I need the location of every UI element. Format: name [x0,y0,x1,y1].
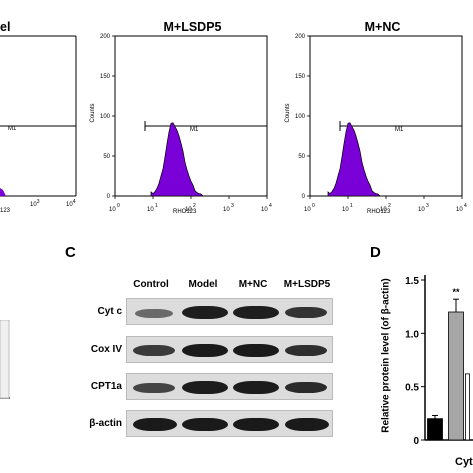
x-tick-exponent: 1 [155,203,158,209]
blot-strip-bactin [126,410,333,437]
y-tick-label: 150 [100,74,111,80]
chart-ylabel: Relative protein level (of β-actin) [380,278,392,433]
histogram-title-1: el [0,20,11,34]
blot-strip-coxiv [126,336,333,363]
x-tick-label: 10 [109,207,116,213]
x-tick-label: 10 [304,207,311,213]
y-tick-label: 200 [295,34,306,40]
x-tick-exponent: 3 [231,203,234,209]
panel-letter-d: D [370,244,381,261]
x-tick-exponent: 2 [193,203,196,209]
blot-row-label-bactin: β-actin [89,418,122,429]
y-tick-label: 0 [302,194,306,200]
y-tick-label: 100 [100,114,111,120]
bar [465,373,470,441]
histogram-xlabel-2: RHO123 [173,209,197,215]
histogram-peak [327,122,381,197]
chart-xlabel-partial: Cyt [455,456,473,468]
blot-column-m-lsdp5: M+LSDP5 [283,279,331,290]
y-tick-label: 50 [103,154,110,160]
x-tick-exponent: 4 [464,203,467,209]
histogram-xtick-1-3: 103 [30,199,40,208]
histogram-title-2: M+LSDP5 [163,20,222,34]
x-tick-label: 10 [380,207,387,213]
blot-column-m-nc: M+NC [238,279,268,290]
histogram-peak [150,122,204,197]
x-tick-label: 10 [147,207,154,213]
x-tick-exponent: 3 [426,203,429,209]
y-tick-label: 150 [295,74,306,80]
x-tick-exponent: 0 [312,203,315,209]
histogram-xtick-1-4: 104 [66,199,76,208]
blot-strip-cytc [126,298,333,325]
histogram-xlabel-1: 123 [0,208,11,214]
histogram-gate-label-3: M1 [395,127,404,133]
x-tick-exponent: 2 [388,203,391,209]
x-tick-label: 10 [261,207,268,213]
histogram-gate-label-1: M1 [8,126,17,132]
histogram-frame [114,35,268,197]
y-tick-label: 200 [100,34,111,40]
x-tick-exponent: 4 [269,203,272,209]
panel-letter-c: C [65,244,76,261]
bar [448,311,464,441]
histogram-title-3: M+NC [364,20,401,34]
histogram-frame [309,35,463,197]
x-tick-exponent: 1 [350,203,353,209]
blot-row-label-coxiv: Cox IV [90,344,122,355]
x-tick-label: 10 [223,207,230,213]
y-tick-label: 0 [107,194,111,200]
histogram-xlabel-3: RHO123 [367,209,391,215]
x-tick-label: 10 [456,207,463,213]
blot-column-control: Control [133,279,169,290]
x-tick-label: 10 [342,207,349,213]
bar [427,418,443,441]
blot-row-label-cpt1a: CPT1a [90,381,122,392]
x-tick-exponent: 0 [117,203,120,209]
significance-mark: ** [452,287,460,297]
x-tick-label: 10 [185,207,192,213]
y-tick-label: 1.5 [405,276,419,287]
y-tick-label: 50 [298,154,305,160]
y-tick-label: 0 [413,436,419,447]
y-tick-label: 0.5 [405,383,419,394]
x-tick-label: 10 [418,207,425,213]
y-tick-label: 100 [295,114,306,120]
histogram-plot-1 [0,35,77,197]
blot-row-label-cytc: Cyt c [97,306,122,317]
cropped-bar-panel [0,320,10,399]
bar-chart: 0 0.5 1.0 1.5 ** [405,275,473,447]
y-tick-label: 1.0 [405,329,419,340]
blot-column-model: Model [188,279,218,290]
histogram-gate-label-2: M1 [190,127,199,133]
blot-strip-cpt1a [126,373,333,400]
